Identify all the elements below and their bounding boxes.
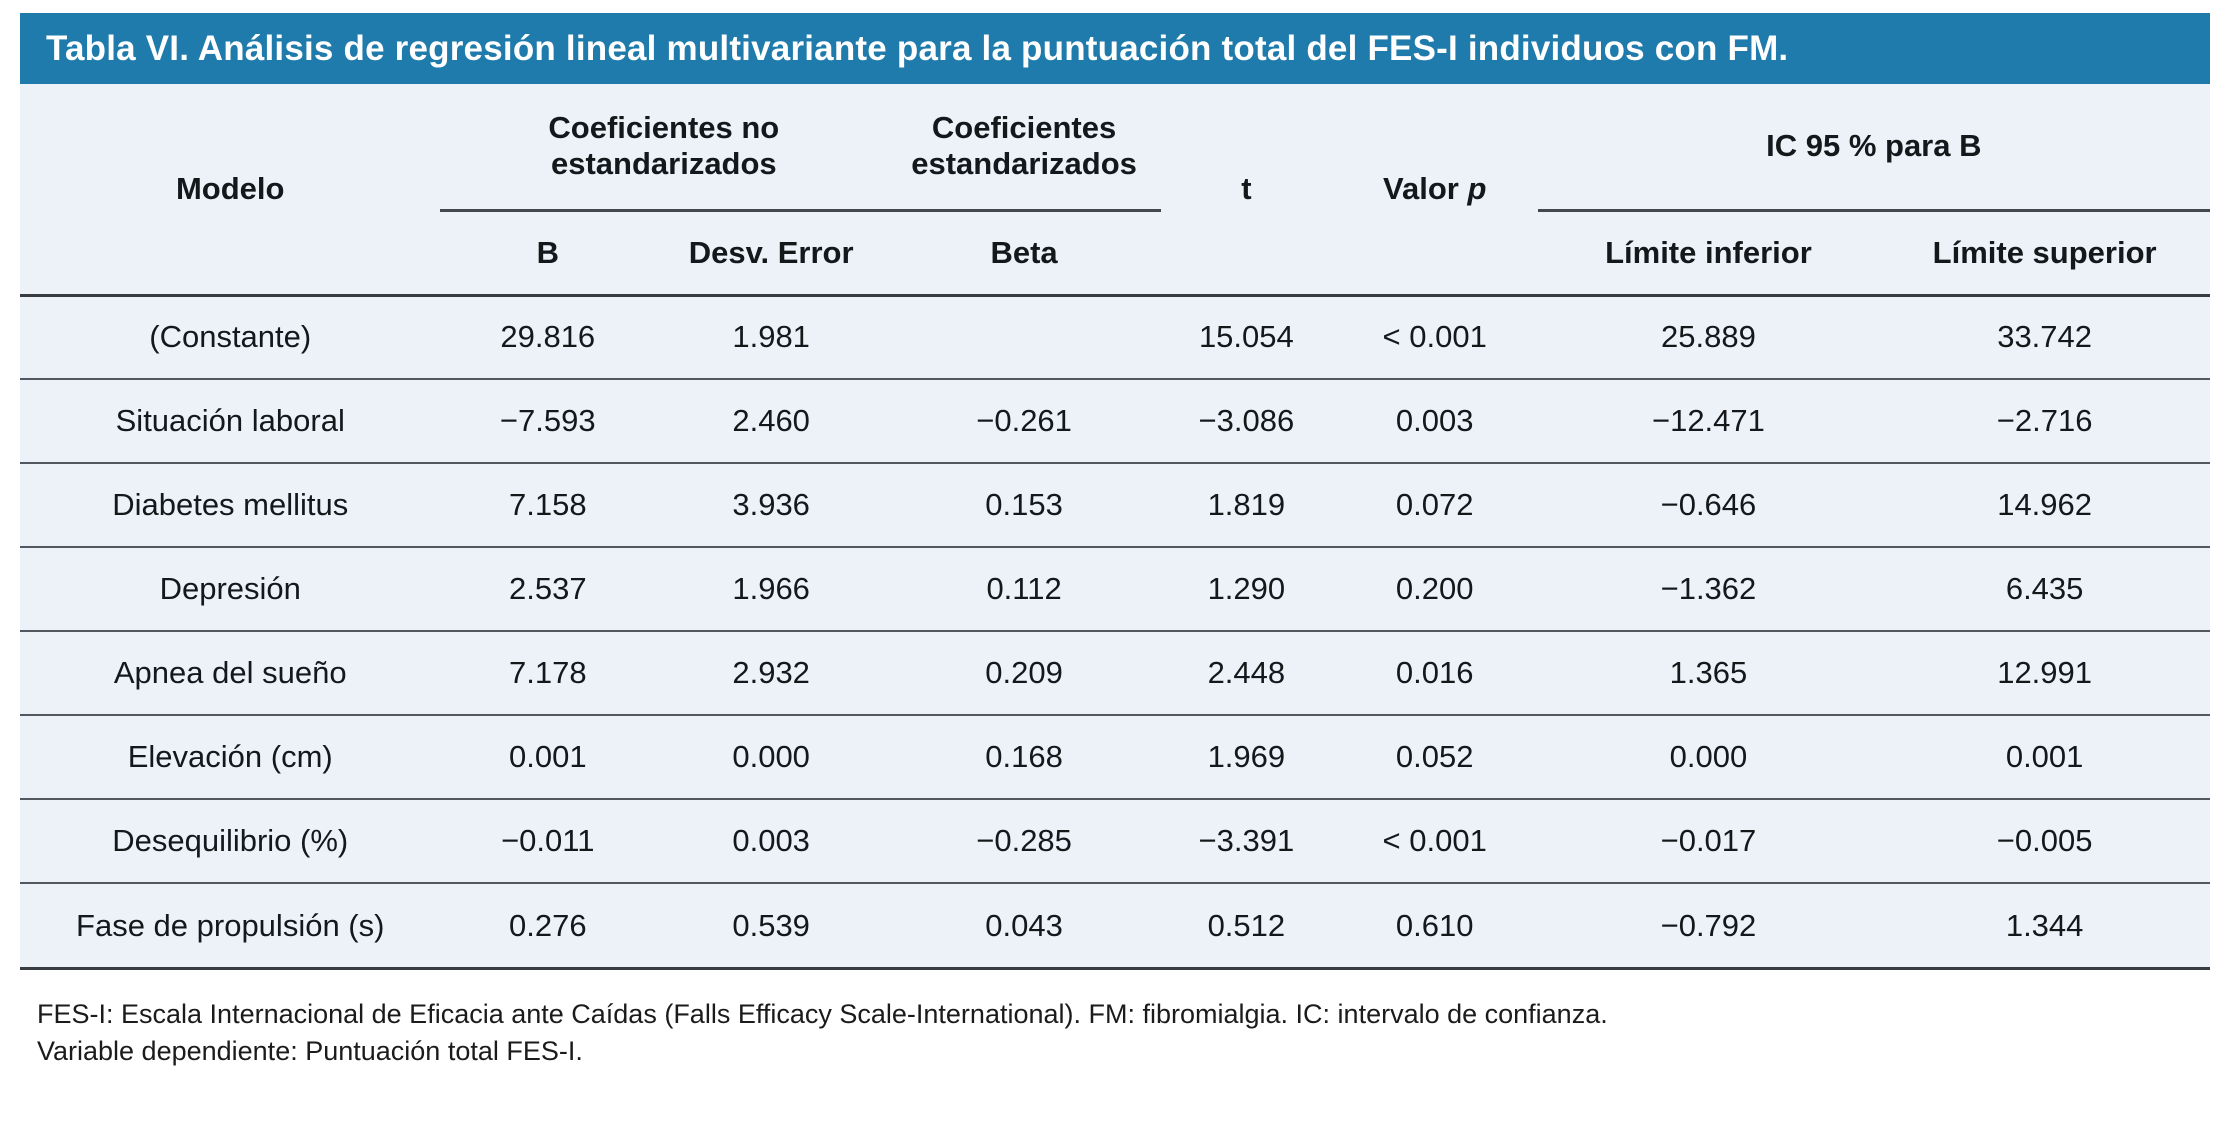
cell-beta: −0.285 (976, 823, 1072, 858)
cell-t: 1.969 (1207, 739, 1286, 774)
cell-modelo: Depresión (159, 571, 301, 606)
cell-b: 29.816 (500, 319, 596, 355)
cell-t: −3.391 (1198, 823, 1295, 858)
cell-b: 7.158 (508, 487, 587, 522)
table-row: Apnea del sueño 7.178 2.932 0.209 2.448 … (20, 631, 2210, 715)
cell-b: 7.178 (508, 655, 587, 690)
cell-limite-inferior: −0.017 (1660, 823, 1757, 858)
header-desv-error: Desv. Error (688, 234, 854, 270)
cell-valor-p: 0.052 (1395, 739, 1474, 774)
cell-beta: 0.209 (985, 655, 1063, 690)
cell-limite-inferior: 0.000 (1669, 739, 1748, 774)
table-row: Depresión 2.537 1.966 0.112 1.290 0.200 … (20, 547, 2210, 631)
cell-desv-error: 1.981 (732, 319, 810, 355)
cell-valor-p: < 0.001 (1382, 823, 1487, 858)
cell-b: 0.276 (508, 907, 587, 943)
cell-desv-error: 0.539 (732, 907, 810, 943)
cell-limite-inferior: 1.365 (1669, 655, 1748, 690)
cell-b: 0.001 (508, 739, 587, 774)
table-row: Desequilibrio (%) −0.011 0.003 −0.285 −3… (20, 799, 2210, 883)
header-limite-inferior: Límite inferior (1605, 234, 1812, 270)
cell-t: 0.512 (1207, 907, 1286, 943)
cell-limite-superior: 1.344 (2005, 907, 2084, 943)
cell-modelo: (Constante) (149, 319, 312, 355)
cell-limite-superior: 14.962 (1997, 487, 2093, 522)
header-group-coeficientes-estandarizados: Coeficientes estandarizados (887, 84, 1161, 212)
cell-desv-error: 2.460 (732, 403, 810, 438)
header-modelo: Modelo (175, 170, 285, 206)
cell-limite-superior: −0.005 (1996, 823, 2093, 858)
table-container: Modelo Coeficientes no estandarizados Co… (20, 84, 2210, 970)
cell-t: 2.448 (1207, 655, 1286, 690)
cell-modelo: Fase de propulsión (s) (76, 907, 385, 943)
cell-modelo: Elevación (cm) (127, 739, 333, 774)
table-header: Modelo Coeficientes no estandarizados Co… (20, 84, 2210, 295)
table-footnotes: FES-I: Escala Internacional de Eficacia … (20, 996, 2210, 1070)
header-valor-p: Valor p (1332, 84, 1538, 295)
footnote-abbreviations: FES-I: Escala Internacional de Eficacia … (37, 999, 1608, 1029)
header-group-ic-95: IC 95 % para B (1537, 84, 2210, 212)
cell-desv-error: 3.936 (732, 487, 810, 522)
cell-beta: 0.112 (986, 571, 1062, 606)
cell-limite-inferior: 25.889 (1661, 319, 1756, 355)
cell-limite-superior: 12.991 (1997, 655, 2093, 690)
cell-limite-superior: 33.742 (1997, 319, 2093, 355)
cell-t: 1.290 (1207, 571, 1286, 606)
header-limite-superior: Límite superior (1932, 234, 2157, 270)
cell-limite-superior: 6.435 (2005, 571, 2084, 606)
cell-modelo: Desequilibrio (%) (112, 823, 349, 858)
cell-modelo: Apnea del sueño (113, 655, 347, 690)
regression-table: Modelo Coeficientes no estandarizados Co… (20, 84, 2210, 967)
cell-limite-superior: 0.001 (2005, 739, 2084, 774)
table-row: (Constante) 29.816 1.981 15.054 < 0.001 … (20, 295, 2210, 379)
table-row: Elevación (cm) 0.001 0.000 0.168 1.969 0… (20, 715, 2210, 799)
cell-valor-p: 0.200 (1395, 571, 1474, 606)
cell-desv-error: 0.003 (732, 823, 810, 858)
table-row: Situación laboral −7.593 2.460 −0.261 −3… (20, 379, 2210, 463)
cell-t: 1.819 (1207, 487, 1286, 522)
cell-modelo: Situación laboral (115, 403, 345, 438)
cell-limite-inferior: −12.471 (1651, 403, 1765, 438)
table-title: Tabla VI. Análisis de regresión lineal m… (46, 28, 1789, 68)
cell-limite-inferior: −0.792 (1660, 907, 1757, 943)
cell-beta: 0.168 (985, 739, 1063, 774)
cell-b: 2.537 (508, 571, 587, 606)
cell-valor-p: < 0.001 (1382, 319, 1487, 355)
table-body: (Constante) 29.816 1.981 15.054 < 0.001 … (20, 295, 2210, 967)
cell-desv-error: 2.932 (732, 655, 810, 690)
table-title-bar: Tabla VI. Análisis de regresión lineal m… (20, 13, 2210, 84)
table-row: Fase de propulsión (s) 0.276 0.539 0.043… (20, 883, 2210, 967)
footnote-dependent-variable: Variable dependiente: Puntuación total F… (37, 1036, 583, 1066)
cell-limite-inferior: −1.362 (1660, 571, 1757, 606)
cell-valor-p: 0.072 (1395, 487, 1474, 522)
header-b: B (536, 234, 559, 270)
table-row: Diabetes mellitus 7.158 3.936 0.153 1.81… (20, 463, 2210, 547)
cell-beta: −0.261 (976, 403, 1072, 438)
cell-desv-error: 0.000 (732, 739, 810, 774)
header-t: t (1241, 170, 1252, 206)
cell-beta: 0.153 (985, 487, 1063, 522)
cell-modelo: Diabetes mellitus (112, 487, 349, 522)
cell-beta (887, 295, 1161, 379)
cell-limite-inferior: −0.646 (1660, 487, 1757, 522)
cell-desv-error: 1.966 (732, 571, 810, 606)
cell-limite-superior: −2.716 (1996, 403, 2093, 438)
cell-t: −3.086 (1198, 403, 1295, 438)
header-valor-p-symbol: p (1467, 170, 1487, 206)
header-beta: Beta (990, 234, 1058, 270)
header-valor-p-text: Valor (1383, 170, 1468, 206)
cell-b: −7.593 (499, 403, 596, 438)
header-group-coeficientes-no-estandarizados: Coeficientes no estandarizados (440, 84, 888, 212)
cell-b: −0.011 (501, 823, 595, 858)
paper-table-figure: Tabla VI. Análisis de regresión lineal m… (20, 13, 2210, 1070)
cell-valor-p: 0.003 (1395, 403, 1474, 438)
cell-valor-p: 0.016 (1395, 655, 1474, 690)
cell-beta: 0.043 (985, 907, 1063, 943)
cell-t: 15.054 (1198, 319, 1294, 355)
cell-valor-p: 0.610 (1395, 907, 1474, 943)
